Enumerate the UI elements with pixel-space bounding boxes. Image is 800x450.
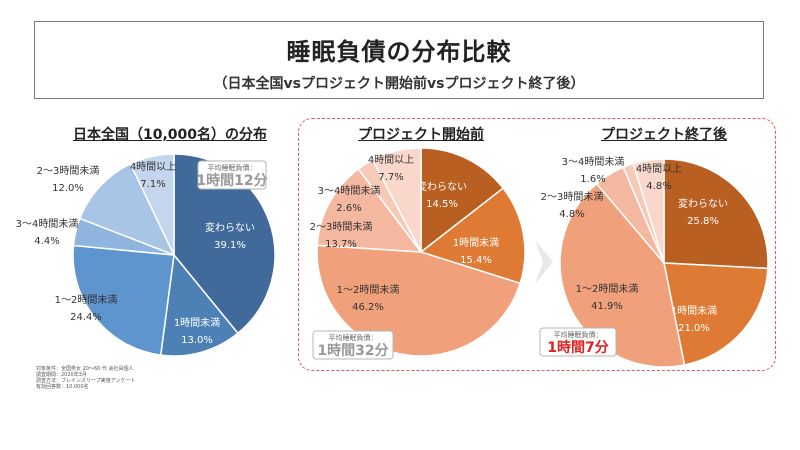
pie-slice	[420, 147, 505, 254]
pie-slice	[159, 253, 239, 357]
arrow-icon	[535, 240, 553, 284]
avg-debt-box	[539, 327, 617, 357]
slice-value: 4.8%	[559, 209, 584, 220]
pie-slice	[371, 147, 422, 253]
slice-value: 41.9%	[591, 301, 623, 312]
pie-slice	[316, 244, 522, 357]
avg-debt-label: 平均睡眠負債：	[329, 333, 378, 342]
slice-value: 25.8%	[687, 216, 719, 227]
avg-debt-box	[197, 160, 267, 190]
footnote-line: 調査期間：2020年3月	[36, 372, 87, 378]
pie-slice	[663, 262, 769, 366]
slice-value: 39.1%	[214, 240, 246, 251]
slice-value: 13.0%	[181, 335, 213, 346]
footnote-line: 調査方法：ブレインスリープ実施アンケート	[36, 378, 136, 384]
title-box: 睡眠負債の分布比較 （日本全国vsプロジェクト開始前vsプロジェクト終了後）	[34, 21, 764, 99]
slice-label: 3～4時間未満	[318, 185, 381, 197]
avg-debt-value: 1時間12分	[196, 172, 267, 189]
avg-debt-box	[312, 330, 394, 360]
slice-label: 変わらない	[417, 180, 467, 193]
slice-value: 14.5%	[426, 199, 458, 210]
pie-slice	[78, 162, 176, 257]
slice-label: 1時間未満	[174, 317, 220, 329]
pie-slice	[663, 158, 769, 270]
avg-debt-value: 1時間32分	[317, 342, 388, 359]
pie-slice	[173, 153, 276, 335]
slice-label: 3～4時間未満	[16, 218, 79, 230]
slice-label: 変わらない	[205, 221, 255, 234]
pie-slice	[129, 153, 175, 256]
pie-slice	[316, 167, 423, 253]
slice-value: 21.0%	[678, 323, 710, 334]
slice-value: 46.2%	[352, 302, 384, 313]
avg-debt-label: 平均睡眠負債：	[208, 163, 257, 172]
slice-label: 変わらない	[678, 197, 728, 210]
project-comparison-frame	[298, 118, 776, 371]
slice-label: 4時間以上	[368, 154, 414, 166]
slice-label: 2～3時間未満	[310, 221, 373, 233]
slice-label: 1時間未満	[453, 237, 499, 249]
slice-value: 12.0%	[52, 183, 84, 194]
slice-label: 1～2時間未満	[337, 284, 400, 296]
slice-value: 24.4%	[70, 312, 102, 323]
slice-label: 2～3時間未満	[541, 191, 604, 203]
footnote-line: 対象条件：全国男女 20～60 代 会社員個人	[36, 366, 134, 372]
slice-label: 1～2時間未満	[55, 294, 118, 306]
slice-label: 1時間未満	[671, 305, 717, 317]
chart-title-before: プロジェクト開始前	[358, 127, 484, 143]
slice-value: 15.4%	[460, 255, 492, 266]
slice-value: 2.6%	[336, 203, 361, 214]
footnote: 対象条件：全国男女 20～60 代 会社員個人 調査期間：2020年3月 調査方…	[36, 366, 135, 390]
avg-debt-label: 平均睡眠負債：	[554, 330, 603, 339]
chart-title-national: 日本全国（10,000名）の分布	[72, 127, 268, 143]
slice-value: 4.8%	[646, 181, 671, 192]
slice-value: 7.1%	[140, 179, 165, 190]
slice-value: 4.4%	[34, 236, 59, 247]
pie-slice	[559, 182, 686, 368]
slice-value: 7.7%	[378, 172, 403, 183]
avg-debt-value: 1時間7分	[547, 339, 608, 356]
slice-label: 4時間以上	[636, 163, 682, 175]
footnote-line: 有効回答数：10,000名	[36, 384, 89, 390]
slice-value: 13.7%	[325, 239, 357, 250]
chart-title-after: プロジェクト終了後	[601, 127, 727, 143]
slice-label: 1～2時間未満	[576, 283, 639, 295]
pie-slice	[632, 158, 665, 264]
slice-value: 1.6%	[580, 174, 605, 185]
pie-slice	[72, 244, 175, 356]
page-subtitle: （日本全国vsプロジェクト開始前vsプロジェクト終了後）	[213, 76, 585, 92]
slice-label: 3～4時間未満	[562, 156, 625, 168]
slice-label: 2～3時間未満	[37, 165, 100, 177]
slice-label: 4時間以上	[130, 161, 176, 173]
page-title: 睡眠負債の分布比較	[286, 38, 512, 66]
